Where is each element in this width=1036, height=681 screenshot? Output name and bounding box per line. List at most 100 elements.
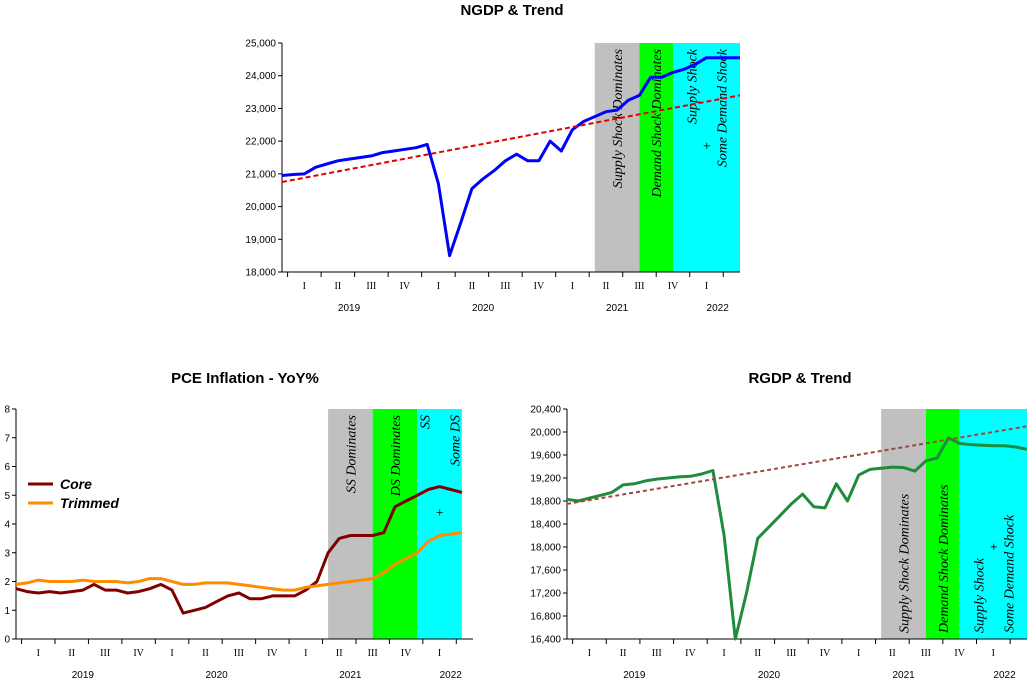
pce-y-tick-label: 1 — [4, 606, 10, 617]
ngdp-quarter-label: I — [571, 281, 574, 292]
rgdp-year-label: 2022 — [993, 670, 1016, 681]
pce-shade-label: + — [434, 508, 449, 517]
pce-quarter-label: IV — [401, 648, 412, 659]
pce-series-line-0 — [15, 485, 463, 615]
ngdp-y-tick-label: 24,000 — [245, 71, 276, 82]
rgdp-quarter-label: IV — [954, 648, 965, 659]
ngdp-quarter-label: I — [303, 281, 306, 292]
rgdp-y-tick-label: 19,600 — [530, 451, 561, 462]
ngdp-shade-region-0 — [594, 43, 640, 272]
rgdp-y-tick-label: 20,400 — [530, 405, 561, 416]
pce-quarter-label: IV — [133, 648, 144, 659]
ngdp-shade-label: Supply Shock — [685, 48, 700, 124]
rgdp-quarter-label: III — [652, 648, 662, 659]
pce-year-label: 2019 — [72, 670, 95, 681]
rgdp-year-label: 2020 — [758, 670, 781, 681]
ngdp-shade-region-1 — [639, 43, 673, 272]
pce-y-tick-label: 2 — [4, 577, 10, 588]
ngdp-chart: NGDP & Trend Supply Shock Dominates Demand… — [245, 2, 741, 314]
ngdp-y-tick-label: 25,000 — [245, 39, 276, 50]
rgdp-title: RGDP & Trend — [748, 370, 851, 387]
rgdp-quarter-label: I — [857, 648, 860, 659]
pce-quarter-label: III — [368, 648, 378, 659]
rgdp-y-tick-label: 18,000 — [530, 543, 561, 554]
rgdp-quarter-label: IV — [685, 648, 696, 659]
pce-y-tick-label: 8 — [4, 405, 10, 416]
pce-shade-label: SS Dominates — [344, 414, 359, 493]
pce-quarter-label: II — [336, 648, 343, 659]
pce-shade-label: DS Dominates — [389, 414, 404, 497]
ngdp-series-line-1 — [281, 94, 741, 183]
rgdp-y-tick-label: 18,400 — [530, 520, 561, 531]
ngdp-y-tick-label: 20,000 — [245, 202, 276, 213]
pce-y-tick-label: 7 — [4, 433, 10, 444]
pce-year-label: 2021 — [339, 670, 362, 681]
rgdp-year-label: 2021 — [892, 670, 915, 681]
pce-series-line-1 — [15, 531, 463, 592]
ngdp-quarter-label: II — [469, 281, 476, 292]
ngdp-year-label: 2020 — [472, 303, 495, 314]
rgdp-y-tick-label: 17,200 — [530, 589, 561, 600]
pce-quarter-label: I — [438, 648, 441, 659]
ngdp-y-tick-label: 23,000 — [245, 104, 276, 115]
rgdp-shade-label: Supply Shock Dominates — [898, 493, 913, 633]
pce-quarter-label: I — [170, 648, 173, 659]
pce-y-tick-label: 5 — [4, 491, 10, 502]
rgdp-quarter-label: III — [921, 648, 931, 659]
ngdp-quarter-label: III — [366, 281, 376, 292]
pce-y-tick-label: 3 — [4, 548, 10, 559]
rgdp-shade-label: Some Demand Shock — [1002, 514, 1017, 633]
pce-legend-label: Trimmed — [60, 495, 119, 511]
pce-quarter-label: II — [68, 648, 75, 659]
rgdp-y-tick-label: 16,400 — [530, 635, 561, 646]
pce-quarter-label: II — [202, 648, 209, 659]
ngdp-y-tick-label: 19,000 — [245, 235, 276, 246]
pce-title: PCE Inflation - YoY% — [171, 370, 319, 387]
pce-quarter-label: I — [304, 648, 307, 659]
rgdp-y-tick-label: 18,800 — [530, 497, 561, 508]
rgdp-shade-label: + — [987, 542, 1002, 551]
rgdp-y-tick-label: 17,600 — [530, 566, 561, 577]
ngdp-quarter-label: II — [335, 281, 342, 292]
pce-year-label: 2022 — [440, 670, 463, 681]
rgdp-quarter-label: II — [620, 648, 627, 659]
ngdp-shade-label: + — [700, 141, 715, 150]
ngdp-quarter-label: I — [437, 281, 440, 292]
rgdp-y-tick-label: 16,800 — [530, 612, 561, 623]
pce-inflation-chart: PCE Inflation - YoY% SS Dominates DS Domin… — [4, 370, 473, 681]
ngdp-shade-label: Supply Shock Dominates — [611, 48, 626, 188]
ngdp-y-tick-label: 18,000 — [245, 268, 276, 279]
rgdp-y-tick-label: 19,200 — [530, 474, 561, 485]
rgdp-chart: RGDP & Trend Supply Shock Dominates Demand… — [530, 370, 1028, 681]
rgdp-quarter-label: II — [754, 648, 761, 659]
ngdp-shade-label: Some Demand Shock — [715, 48, 730, 167]
pce-y-tick-label: 4 — [4, 520, 10, 531]
pce-y-tick-label: 0 — [4, 635, 10, 646]
rgdp-quarter-label: IV — [820, 648, 831, 659]
pce-shade-region-2 — [417, 409, 462, 639]
pce-shade-region-1 — [372, 409, 418, 639]
rgdp-shade-region-0 — [881, 409, 927, 639]
rgdp-shade-label: Demand Shock Dominates — [937, 484, 952, 634]
ngdp-quarter-label: II — [603, 281, 610, 292]
pce-legend-label: Core — [60, 476, 92, 492]
ngdp-title: NGDP & Trend — [460, 2, 563, 19]
rgdp-quarter-label: I — [588, 648, 591, 659]
ngdp-shade-region-2 — [672, 43, 740, 272]
rgdp-year-label: 2019 — [623, 670, 646, 681]
ngdp-quarter-label: IV — [534, 281, 545, 292]
ngdp-quarter-label: I — [705, 281, 708, 292]
ngdp-y-tick-label: 21,000 — [245, 169, 276, 180]
ngdp-year-label: 2021 — [606, 303, 629, 314]
pce-quarter-label: I — [37, 648, 40, 659]
rgdp-quarter-label: II — [889, 648, 896, 659]
rgdp-shade-label: Supply Shock — [972, 557, 987, 633]
pce-y-tick-label: 6 — [4, 462, 10, 473]
ngdp-y-tick-label: 22,000 — [245, 137, 276, 148]
pce-year-label: 2020 — [206, 670, 229, 681]
rgdp-y-tick-label: 20,000 — [530, 428, 561, 439]
pce-shade-label: Some DS — [449, 415, 464, 466]
pce-quarter-label: III — [234, 648, 244, 659]
ngdp-year-label: 2019 — [338, 303, 361, 314]
